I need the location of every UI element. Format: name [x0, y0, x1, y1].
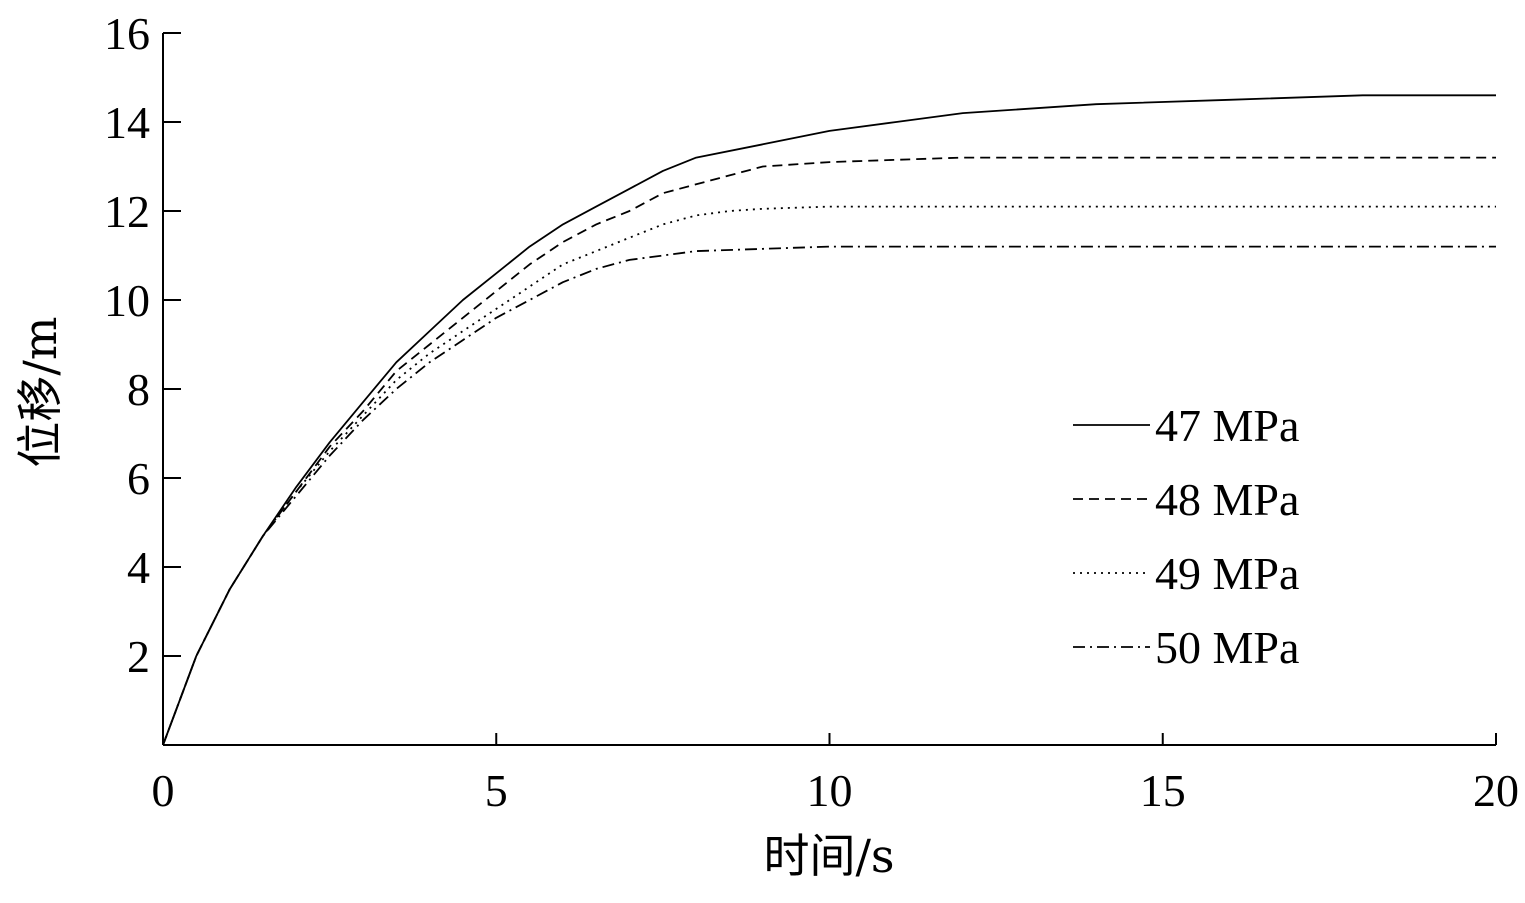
legend: 47 MPa 48 MPa 49 MPa 50 MPa: [1073, 400, 1299, 673]
x-tick-label: 5: [485, 765, 508, 816]
x-tick-label: 0: [152, 765, 175, 816]
series-line-1: [162, 94, 1496, 746]
y-tick-label: 10: [104, 275, 150, 326]
y-tick-label: 14: [104, 97, 150, 148]
legend-label-3: 49 MPa: [1155, 548, 1299, 599]
y-tick-label: 4: [127, 542, 150, 593]
y-tick-label: 2: [127, 631, 150, 682]
plot-lines: [162, 94, 1496, 746]
y-tick-label: 16: [104, 8, 150, 59]
legend-label-2: 48 MPa: [1155, 474, 1299, 525]
series-line-4: [162, 245, 1496, 746]
y-axis-title: 位移/m: [13, 316, 67, 467]
y-tick-label: 8: [127, 364, 150, 415]
ticks: 0 5 10 15 20 2 4 6 8 10 12 14 16: [104, 8, 1519, 816]
x-tick-label: 10: [807, 765, 853, 816]
y-tick-label: 6: [127, 453, 150, 504]
x-tick-label: 15: [1140, 765, 1186, 816]
x-axis-title: 时间/s: [763, 829, 894, 883]
x-tick-label: 20: [1473, 765, 1519, 816]
series-line-3: [162, 205, 1496, 746]
y-tick-label: 12: [104, 186, 150, 237]
legend-label-1: 47 MPa: [1155, 400, 1299, 451]
legend-label-4: 50 MPa: [1155, 622, 1299, 673]
